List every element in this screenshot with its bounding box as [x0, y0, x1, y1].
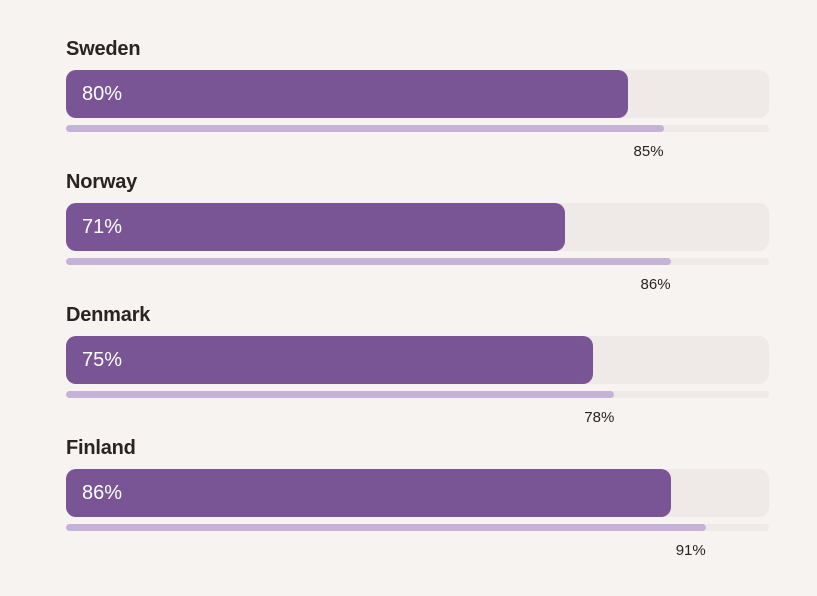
reference-track	[66, 524, 769, 531]
reference-bar	[66, 524, 706, 531]
bar-value-label: 75%	[82, 349, 123, 371]
reference-value-label: 78%	[584, 409, 615, 426]
bar-track: 86%	[66, 469, 769, 517]
bar-track: 75%	[66, 336, 769, 384]
value-bar: 80%	[66, 70, 629, 118]
reference-value-label: 91%	[675, 542, 706, 559]
bar-track: 80%	[66, 70, 769, 118]
category-label: Norway	[66, 171, 138, 193]
chart-row-sweden: Sweden 80% 85%	[66, 38, 769, 171]
reference-value-label: 86%	[640, 276, 671, 293]
bar-value-label: 71%	[82, 216, 123, 238]
bar-value-label: 80%	[82, 83, 123, 105]
category-label: Denmark	[66, 304, 151, 326]
reference-bar	[66, 258, 671, 265]
bar-value-label: 86%	[82, 482, 123, 504]
value-bar: 75%	[66, 336, 594, 384]
chart-row-finland: Finland 86% 91%	[66, 437, 769, 570]
chart-row-norway: Norway 71% 86%	[66, 171, 769, 304]
bar-track: 71%	[66, 203, 769, 251]
reference-bar	[66, 125, 664, 132]
reference-track	[66, 258, 769, 265]
value-bar: 86%	[66, 469, 671, 517]
chart-row-denmark: Denmark 75% 78%	[66, 304, 769, 437]
category-label: Finland	[66, 437, 136, 459]
reference-track	[66, 391, 769, 398]
value-bar: 71%	[66, 203, 566, 251]
reference-bar	[66, 391, 615, 398]
reference-value-label: 85%	[633, 143, 664, 160]
category-label: Sweden	[66, 38, 141, 60]
reference-track	[66, 125, 769, 132]
